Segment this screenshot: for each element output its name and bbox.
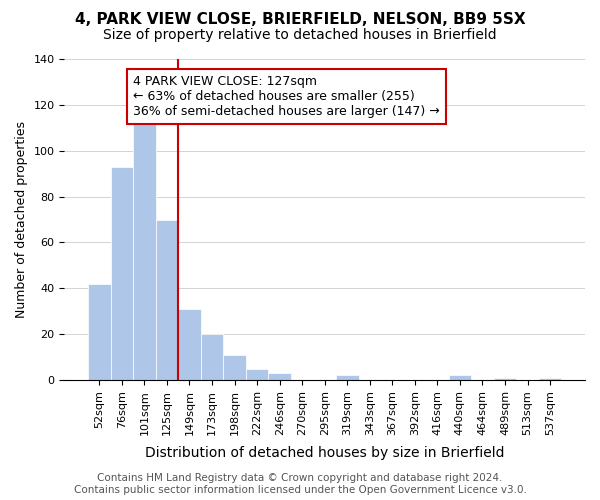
Text: 4 PARK VIEW CLOSE: 127sqm
← 63% of detached houses are smaller (255)
36% of semi: 4 PARK VIEW CLOSE: 127sqm ← 63% of detac… — [133, 75, 440, 118]
Bar — [336, 376, 359, 380]
Bar — [246, 368, 268, 380]
X-axis label: Distribution of detached houses by size in Brierfield: Distribution of detached houses by size … — [145, 446, 505, 460]
Bar — [201, 334, 223, 380]
Text: Size of property relative to detached houses in Brierfield: Size of property relative to detached ho… — [103, 28, 497, 42]
Y-axis label: Number of detached properties: Number of detached properties — [15, 121, 28, 318]
Text: Contains HM Land Registry data © Crown copyright and database right 2024.
Contai: Contains HM Land Registry data © Crown c… — [74, 474, 526, 495]
Bar — [88, 284, 110, 380]
Bar — [133, 114, 155, 380]
Bar — [178, 309, 201, 380]
Bar — [110, 167, 133, 380]
Bar — [539, 378, 562, 380]
Text: 4, PARK VIEW CLOSE, BRIERFIELD, NELSON, BB9 5SX: 4, PARK VIEW CLOSE, BRIERFIELD, NELSON, … — [74, 12, 526, 28]
Bar — [223, 355, 246, 380]
Bar — [268, 373, 291, 380]
Bar — [494, 378, 516, 380]
Bar — [449, 376, 471, 380]
Bar — [155, 220, 178, 380]
